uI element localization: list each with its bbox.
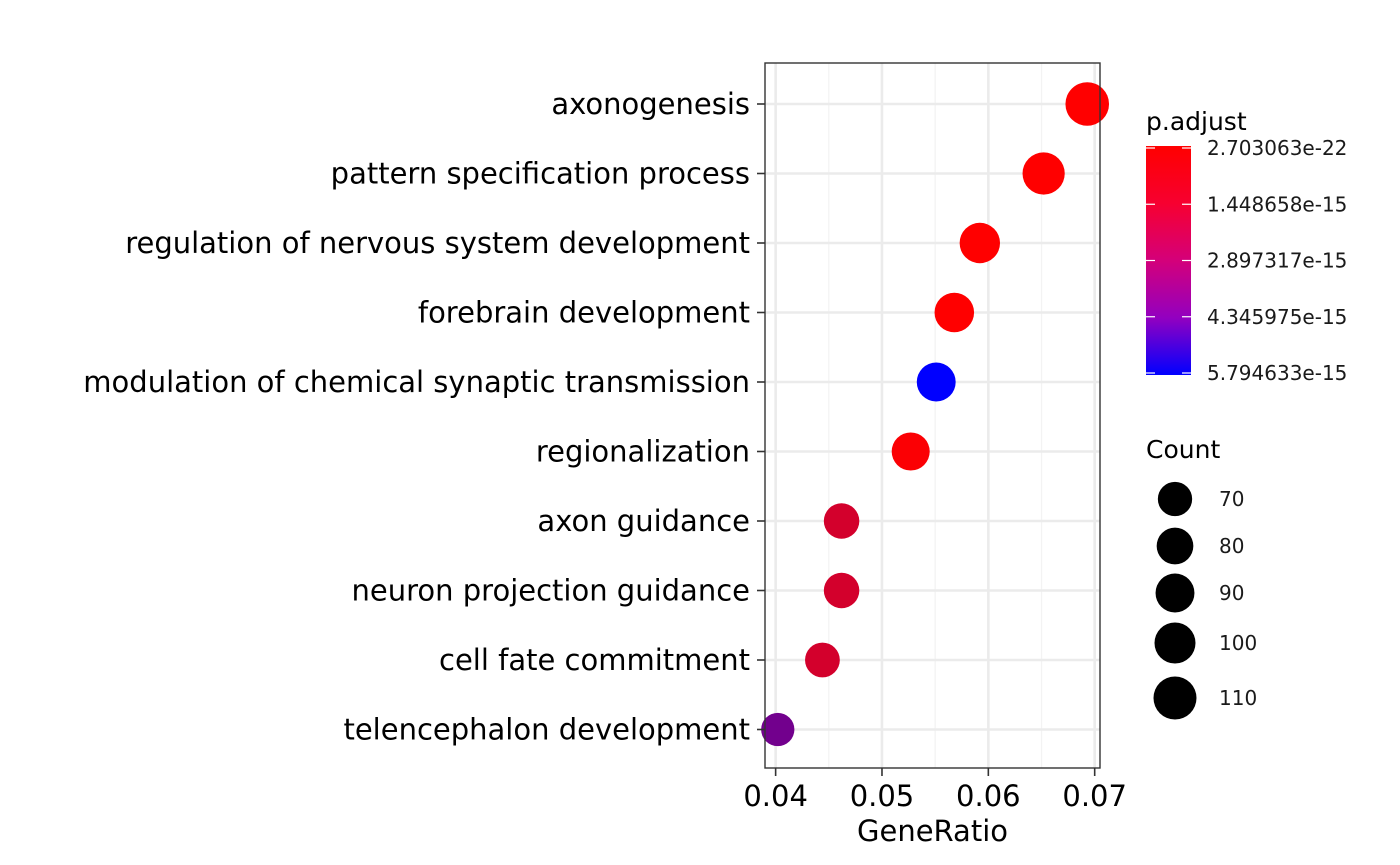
y-tick-label: modulation of chemical synaptic transmis… [83, 365, 750, 399]
size-legend-dot [1156, 527, 1194, 565]
size-legend-dot [1157, 481, 1193, 517]
y-axis: axonogenesis pattern specification proces… [83, 87, 765, 747]
x-tick-label: 0.05 [850, 779, 915, 813]
color-legend-label: 4.345975e-15 [1207, 305, 1347, 329]
size-legend-dot [1154, 622, 1196, 664]
data-point [761, 712, 795, 747]
y-tick-label: neuron projection guidance [352, 574, 750, 608]
size-legend-label: 90 [1219, 581, 1244, 605]
y-tick-label: axonogenesis [551, 87, 750, 121]
data-points [761, 82, 1110, 747]
data-point [934, 292, 975, 333]
size-legend-dot [1153, 676, 1197, 720]
color-legend-label: 5.794633e-15 [1207, 361, 1347, 385]
size-legend-label: 110 [1219, 686, 1257, 710]
y-tick-label: pattern specification process [331, 157, 750, 191]
x-tick-label: 0.04 [743, 779, 808, 813]
data-point [823, 503, 860, 539]
color-legend: p.adjust 2.703063e-22 1.448658e-15 2.89731… [1146, 107, 1347, 385]
data-point [891, 432, 930, 471]
y-tick-label: cell fate commitment [439, 643, 750, 677]
x-tick-label: 0.06 [956, 779, 1021, 813]
color-legend-label: 2.703063e-22 [1207, 136, 1347, 160]
size-legend-dot [1155, 573, 1195, 613]
grid [765, 63, 1100, 768]
size-legend-title: Count [1146, 435, 1220, 464]
color-legend-label: 2.897317e-15 [1207, 249, 1347, 273]
size-legend: Count 70 80 90 100 110 [1146, 435, 1257, 720]
x-tick-label: 0.07 [1062, 779, 1127, 813]
color-legend-label: 1.448658e-15 [1207, 192, 1347, 216]
y-tick-label: axon guidance [537, 504, 750, 538]
panel-border [764, 62, 1101, 769]
data-point [959, 222, 1001, 264]
size-legend-label: 80 [1219, 534, 1244, 558]
data-point [1065, 82, 1110, 126]
color-legend-title: p.adjust [1146, 107, 1247, 136]
x-axis: 0.04 0.05 0.06 0.07 [743, 768, 1127, 813]
data-point [916, 362, 956, 402]
data-point [805, 642, 840, 678]
x-axis-title: GeneRatio [857, 814, 1008, 848]
size-legend-label: 100 [1219, 631, 1257, 655]
y-tick-label: regulation of nervous system development [125, 226, 750, 260]
y-tick-label: regionalization [536, 435, 750, 469]
data-point [1022, 152, 1065, 195]
data-point [823, 572, 860, 609]
y-tick-label: forebrain development [418, 296, 750, 330]
y-tick-label: telencephalon development [343, 713, 750, 747]
size-legend-label: 70 [1219, 487, 1244, 511]
